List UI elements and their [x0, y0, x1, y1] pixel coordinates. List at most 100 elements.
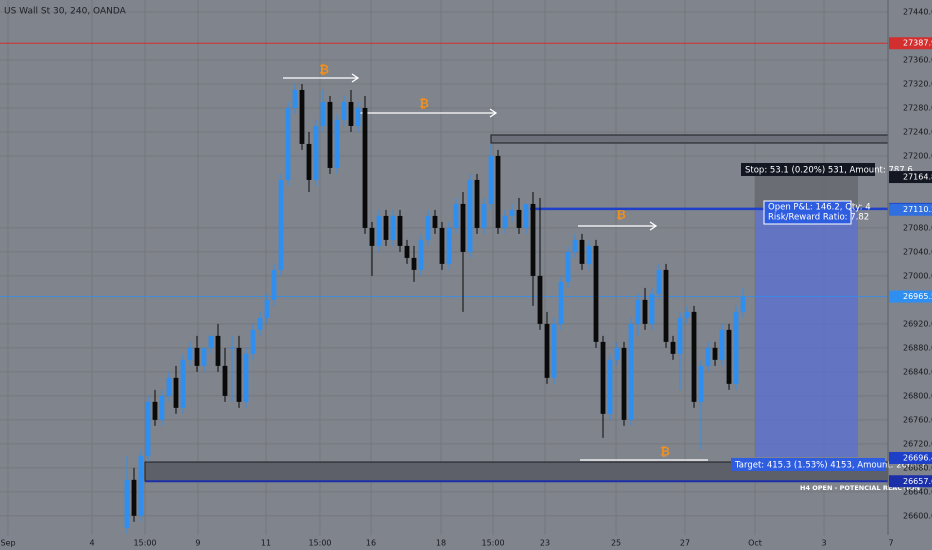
x-tick-label: 27	[680, 539, 690, 548]
x-tick-label: 15:00	[133, 539, 156, 548]
candle-body	[733, 311, 739, 384]
price-label: 27387.9	[903, 39, 932, 48]
y-tick-label: 26680.0	[903, 463, 932, 472]
candle-body	[131, 479, 137, 516]
candle-body	[208, 335, 214, 348]
y-tick-label: 27440.0	[903, 7, 932, 16]
candle-body	[285, 107, 291, 180]
candle-body	[306, 143, 312, 180]
x-tick-label: 7	[888, 539, 893, 548]
target-area	[755, 208, 858, 457]
pnl-label: Open P&L: 146.2, Qty: 4	[768, 203, 871, 213]
candle-body	[593, 245, 599, 342]
candle-body	[124, 479, 130, 528]
candle-body	[663, 269, 669, 342]
arrow-head	[649, 221, 658, 231]
y-tick-label: 26880.0	[903, 343, 932, 352]
candle-body	[635, 299, 641, 324]
candle-body	[684, 311, 690, 318]
candle-body	[341, 101, 347, 120]
price-label-box	[889, 290, 932, 303]
candle-body	[159, 395, 165, 420]
candle-body	[586, 245, 592, 264]
candle-body	[516, 209, 522, 228]
drawing-symbol: ₿	[319, 63, 329, 77]
candle-body	[243, 353, 249, 402]
price-lines	[0, 42, 888, 483]
candle-body	[222, 365, 228, 396]
candle-body	[418, 239, 424, 270]
candle-body	[201, 347, 207, 366]
x-tick-label: Sep	[0, 539, 15, 548]
x-tick-label: 11	[261, 539, 271, 548]
candle-body	[719, 329, 725, 360]
candle-body	[264, 299, 270, 318]
candle-body	[383, 215, 389, 240]
candle-body	[705, 347, 711, 366]
y-tick-label: 26800.0	[903, 391, 932, 400]
candle-body	[327, 101, 333, 168]
y-tick-label: 27000.0	[903, 271, 932, 280]
x-tick-label: 23	[540, 539, 550, 548]
candle-body	[411, 257, 417, 270]
x-tick-label: 4	[89, 539, 94, 548]
price-label: 27110.3	[903, 205, 932, 214]
candle-body	[565, 251, 571, 282]
candle-body	[229, 347, 235, 349]
label-box	[731, 458, 885, 471]
candle-body	[453, 203, 459, 228]
candle-body	[173, 377, 179, 408]
candle-body	[152, 401, 158, 420]
price-label: 26657.6	[903, 477, 932, 486]
drawing-symbol: ₿	[419, 97, 429, 111]
candle-body	[299, 89, 305, 144]
price-label: 26965.5	[903, 292, 932, 301]
x-tick-label: Oct	[748, 539, 762, 548]
candle-body	[376, 215, 382, 246]
axes: 26600.0 26640.0 26680.0 26720.0 26760.0 26800…	[0, 7, 932, 548]
candle-body	[614, 347, 620, 360]
y-tick-label: 26720.0	[903, 439, 932, 448]
candle-body	[439, 227, 445, 264]
candle-body	[607, 359, 613, 414]
candle-body	[642, 299, 648, 324]
y-tick-label: 27240.0	[903, 127, 932, 136]
price-label: 26696.4	[903, 453, 932, 462]
candle-body	[488, 155, 494, 204]
candle-body	[138, 455, 144, 516]
candle-body	[726, 329, 732, 384]
y-tick-label: 27320.0	[903, 79, 932, 88]
candle-body	[502, 215, 508, 228]
candle-body	[474, 179, 480, 228]
arrow-head	[489, 108, 498, 118]
candle-body	[404, 245, 410, 258]
y-tick-label: 27360.0	[903, 55, 932, 64]
candle-body	[544, 323, 550, 378]
price-label-box	[889, 37, 932, 50]
candle-body	[145, 401, 151, 456]
candle-body	[481, 203, 487, 228]
candle-body	[334, 119, 340, 168]
price-label-box	[889, 203, 932, 216]
candle-body	[432, 215, 438, 228]
candle-body	[215, 335, 221, 366]
candle-body	[467, 179, 473, 252]
candle-body	[166, 377, 172, 396]
candle-body	[271, 269, 277, 300]
drawing-symbol: ₿	[616, 208, 626, 222]
candle-body	[656, 269, 662, 294]
candle-body	[670, 341, 676, 354]
candle-body	[257, 317, 263, 330]
candle-body	[649, 293, 655, 324]
x-tick-label: 15:00	[308, 539, 331, 548]
candle-body	[292, 89, 298, 108]
candle-body	[278, 179, 284, 270]
candle-body	[740, 296, 746, 312]
price-label: 27164.8	[903, 173, 932, 182]
candle-body	[425, 215, 431, 240]
candle-body	[495, 155, 501, 228]
y-tick-label: 26600.0	[903, 511, 932, 520]
candle-body	[236, 347, 242, 402]
candle-body	[530, 203, 536, 276]
x-tick-label: 3	[821, 539, 826, 548]
